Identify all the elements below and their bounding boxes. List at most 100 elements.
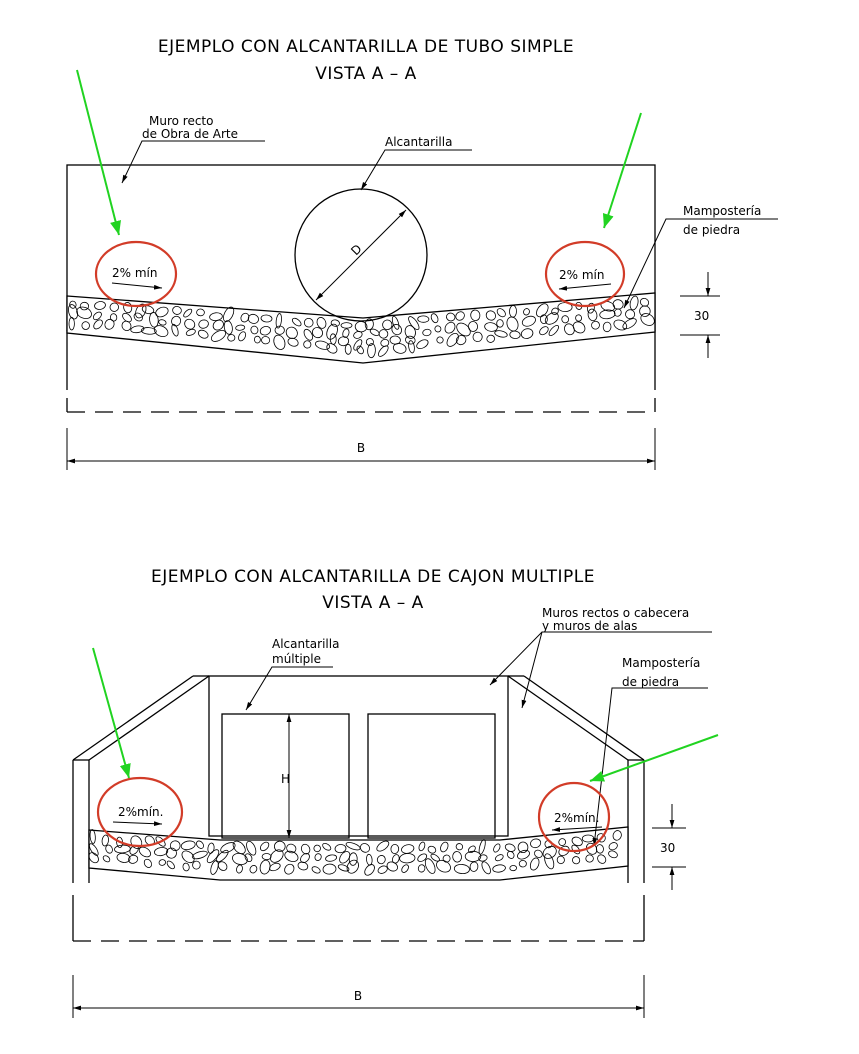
stone	[622, 318, 637, 330]
box-cell-right	[367, 713, 496, 839]
stone	[285, 326, 298, 339]
stone	[128, 854, 139, 864]
masonry-stones	[67, 295, 655, 359]
stone	[133, 312, 143, 322]
walls-label-line1: Muros rectos o cabecera	[542, 606, 689, 620]
stone	[116, 852, 131, 863]
stone	[599, 309, 616, 320]
stone	[561, 315, 570, 324]
stone	[356, 345, 364, 355]
stone	[114, 844, 131, 854]
stone	[261, 853, 272, 861]
stone	[542, 845, 557, 859]
walls-leader-b	[521, 631, 543, 709]
stone	[184, 318, 196, 330]
stone	[102, 855, 111, 863]
masonry-stones-2	[88, 829, 622, 876]
stone	[313, 844, 321, 853]
stone	[155, 306, 169, 318]
stone	[517, 849, 530, 860]
stone	[359, 843, 371, 853]
stone	[436, 859, 451, 873]
stone	[121, 320, 132, 332]
stone	[165, 847, 177, 859]
stone	[322, 842, 332, 851]
stone	[455, 335, 467, 346]
stone	[247, 313, 259, 324]
stone	[639, 305, 651, 317]
culvert2-label-line1: Alcantarilla	[272, 637, 339, 651]
culvert2-leader	[245, 666, 333, 711]
stone	[339, 851, 351, 864]
headwall-outline-2	[208, 675, 509, 837]
stone	[558, 838, 567, 846]
slope-left-label: 2% mín	[112, 266, 157, 280]
stone	[92, 311, 102, 321]
stone	[340, 322, 353, 329]
stone	[172, 305, 182, 315]
stone	[314, 853, 322, 861]
stone	[453, 863, 470, 875]
masonry-leader	[623, 218, 778, 309]
stone	[629, 295, 639, 311]
stone	[548, 324, 559, 337]
stone	[250, 325, 259, 335]
stone	[171, 315, 182, 327]
stone	[523, 308, 530, 316]
stone	[284, 863, 295, 875]
stone	[496, 308, 506, 318]
culvert2-label-line2: múltiple	[272, 652, 321, 666]
slope-left-highlight	[94, 240, 178, 308]
stone	[640, 313, 655, 326]
stone	[602, 321, 612, 333]
wall-label-line1: Muro recto	[149, 114, 213, 128]
stone	[181, 850, 195, 864]
stone	[192, 860, 201, 870]
slope-right-label: 2% mín	[559, 268, 604, 282]
green-arrow-right-2	[589, 734, 719, 782]
stone	[530, 838, 542, 849]
stone	[260, 314, 273, 323]
stone	[575, 314, 583, 322]
stone	[391, 324, 402, 336]
stone	[94, 301, 106, 310]
stone	[367, 343, 376, 359]
stone	[484, 322, 498, 332]
stone	[613, 308, 622, 317]
stone	[416, 339, 429, 350]
stone	[612, 830, 622, 841]
stone	[342, 328, 350, 338]
stone	[140, 327, 157, 335]
stone	[470, 309, 481, 321]
wall-label-line2: de Obra de Arte	[142, 127, 238, 141]
stone	[392, 343, 407, 354]
slope2-right-highlight	[537, 781, 611, 853]
stone	[79, 301, 89, 311]
stone	[401, 864, 409, 873]
wall-leader	[121, 140, 265, 184]
stone	[138, 846, 152, 858]
stone	[378, 329, 389, 339]
stone	[166, 860, 175, 870]
stone	[185, 328, 196, 336]
masonry2-label-line2: de piedra	[622, 675, 679, 689]
stone	[446, 312, 456, 322]
stone	[316, 317, 327, 329]
stone	[274, 325, 285, 335]
stone	[68, 317, 75, 331]
stone	[197, 329, 209, 339]
stone	[88, 852, 99, 864]
stone	[286, 843, 297, 854]
stone	[427, 845, 437, 854]
stone	[587, 302, 595, 314]
stone	[494, 854, 504, 862]
slope2-left-label: 2%mín.	[118, 805, 163, 819]
stone	[158, 319, 167, 326]
stone	[486, 334, 495, 343]
stone	[171, 323, 179, 337]
stone	[572, 856, 581, 865]
stone	[275, 313, 282, 329]
masonry-label-line2: de piedra	[683, 223, 740, 237]
stone	[141, 305, 155, 315]
